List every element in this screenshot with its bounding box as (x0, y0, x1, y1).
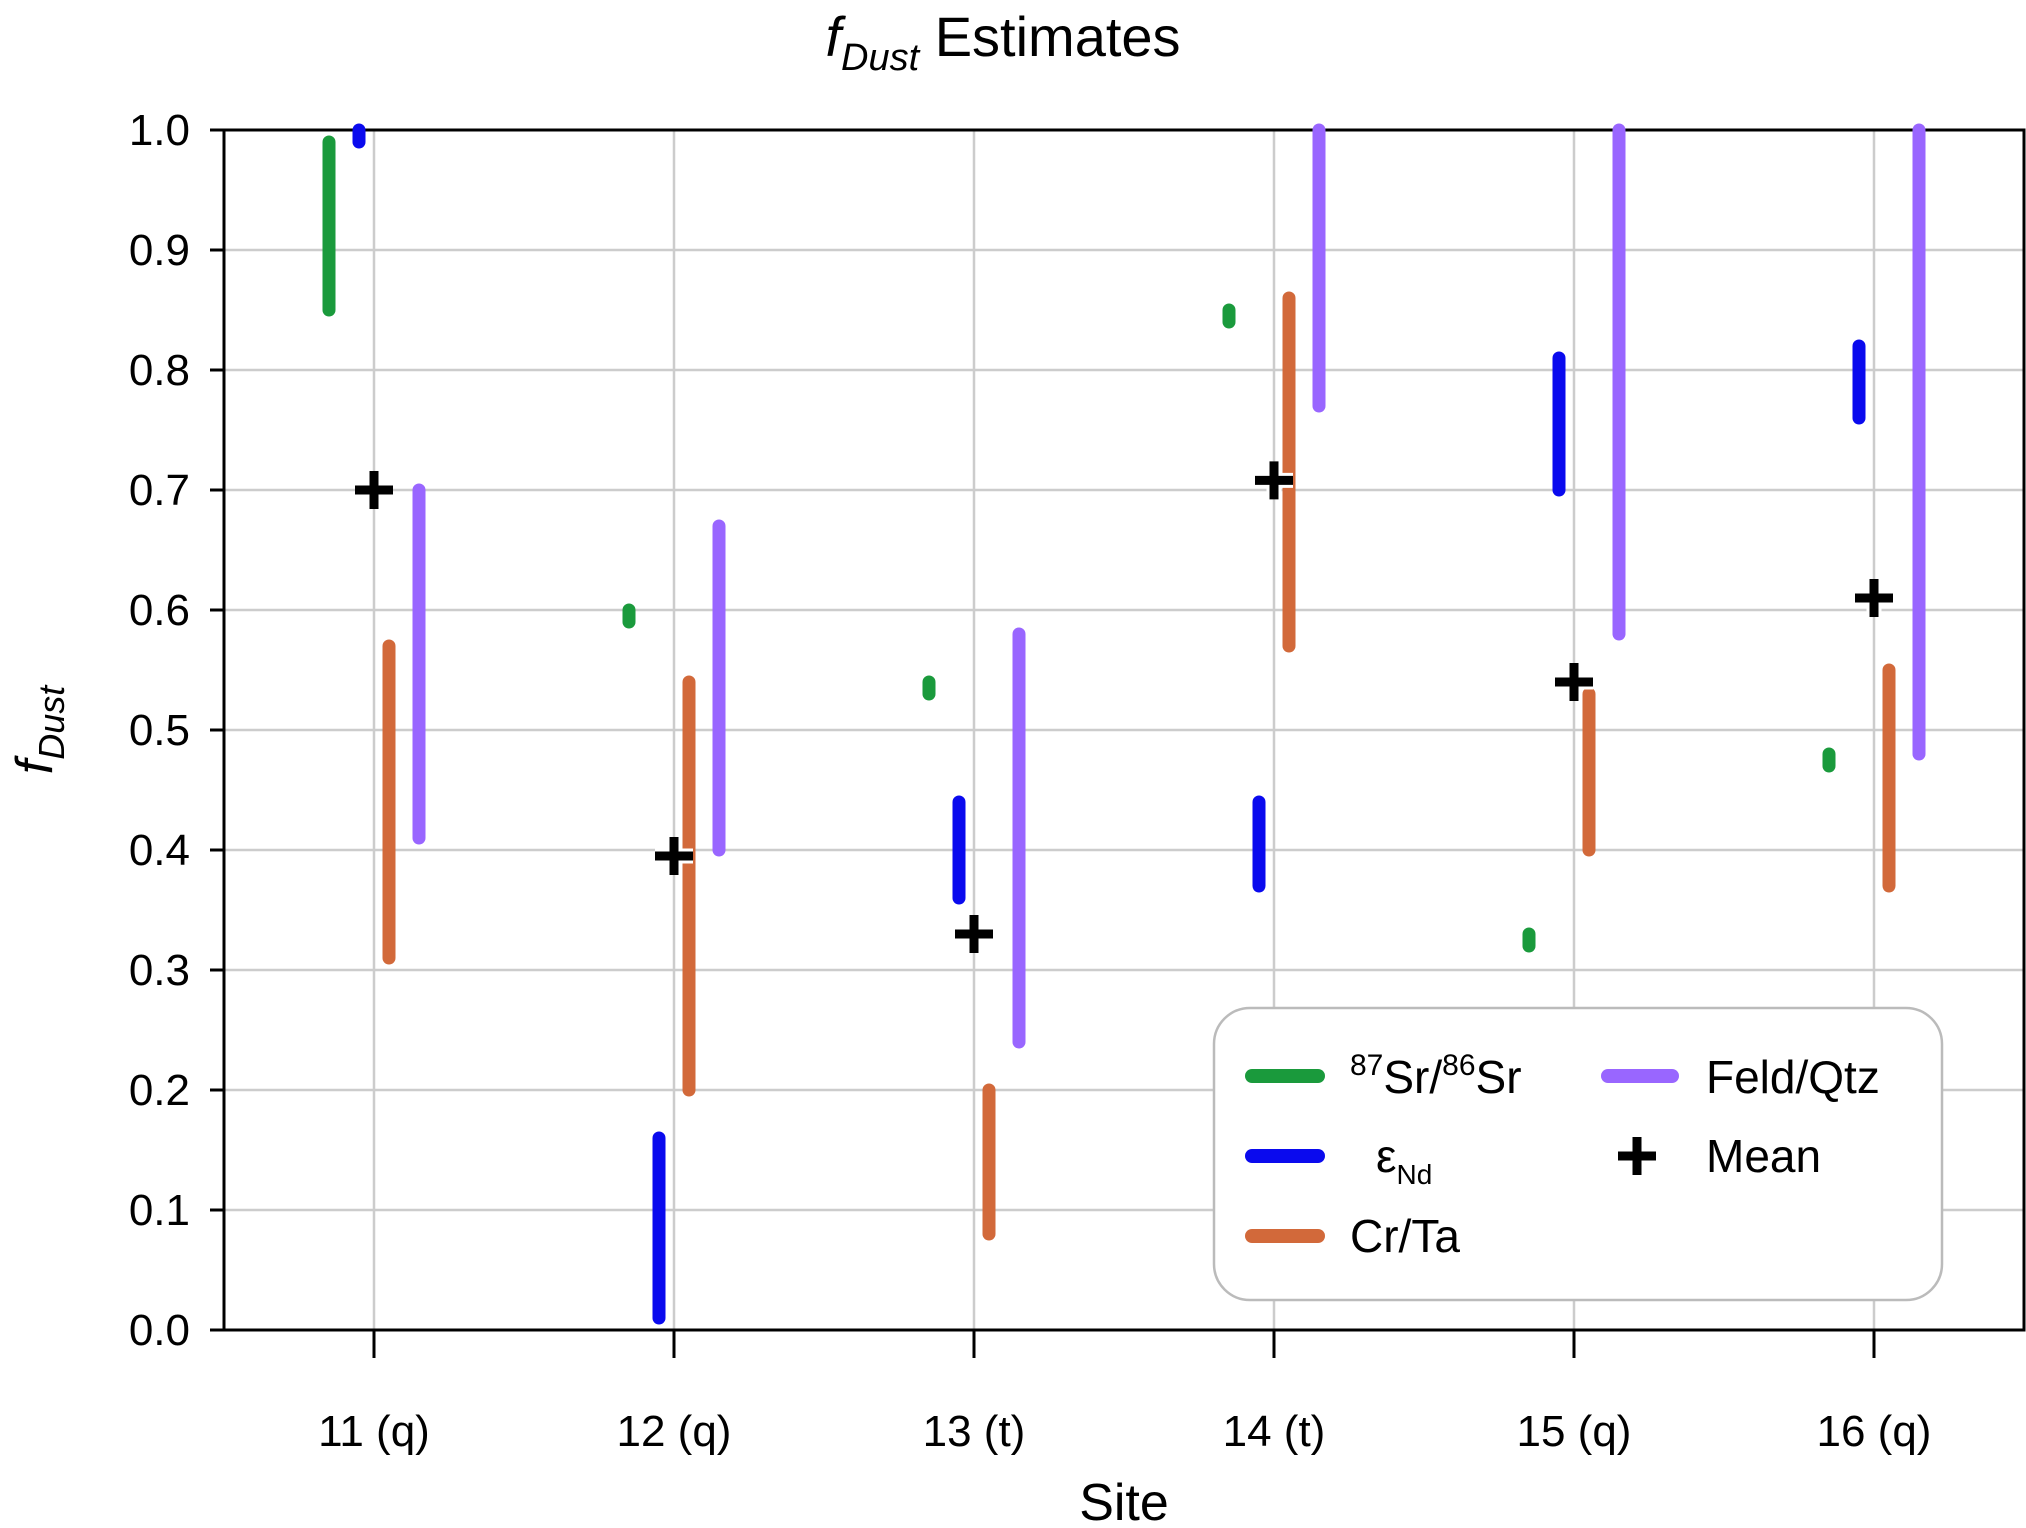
mean-marker (955, 915, 993, 953)
mean-marker (655, 837, 693, 875)
mean-marker (1555, 663, 1593, 701)
mean-marker (355, 471, 393, 509)
x-tick-label: 14 (t) (1223, 1407, 1326, 1456)
series-0 (322, 135, 1836, 953)
x-tick-label: 11 (q) (318, 1407, 430, 1456)
x-axis-title: Site (1079, 1474, 1169, 1528)
series-layer (322, 123, 1926, 1325)
x-tick-label: 13 (t) (923, 1407, 1026, 1456)
plot-frame (222, 128, 2026, 1332)
legend-label-sr: 87Sr/86Sr (1350, 1049, 1522, 1103)
legend-label-feldqtz: Feld/Qtz (1706, 1051, 1880, 1103)
legend-box (1212, 1006, 1944, 1302)
y-tick-label: 0.0 (129, 1306, 190, 1355)
y-tick-label: 0.6 (129, 586, 190, 635)
y-tick-label: 1.0 (129, 106, 190, 155)
y-axis-ticks: 0.0 0.1 0.2 0.3 0.4 0.5 0.6 0.7 0.8 0.9 1.0 (129, 106, 224, 1355)
mean-marker (1855, 579, 1893, 617)
y-tick-label: 0.5 (129, 706, 190, 755)
y-axis-title: fDust (6, 684, 72, 774)
x-tick-label: 15 (q) (1517, 1407, 1632, 1456)
mean-marker (1255, 461, 1293, 500)
y-tick-label: 0.9 (129, 226, 190, 275)
series-2 (382, 291, 1896, 1241)
mean-markers (355, 461, 1893, 953)
legend-label-end: εNd (1376, 1130, 1432, 1190)
x-tick-label: 16 (q) (1817, 1407, 1932, 1456)
x-tick-label: 12 (q) (617, 1407, 732, 1456)
y-tick-label: 0.3 (129, 946, 190, 995)
legend-label-mean: Mean (1706, 1130, 1821, 1182)
y-tick-label: 0.1 (129, 1186, 190, 1235)
chart-title: fDust Estimates (825, 5, 1180, 79)
series-1 (352, 123, 1866, 1325)
legend: 87Sr/86Sr εNd Cr/Ta Feld/Qtz Mean (1212, 1006, 1944, 1302)
y-tick-label: 0.4 (129, 826, 190, 875)
y-tick-label: 0.7 (129, 466, 190, 515)
series-3 (412, 123, 1926, 1049)
y-tick-label: 0.2 (129, 1066, 190, 1115)
legend-label-crta: Cr/Ta (1350, 1210, 1460, 1262)
legend-mean-plus-icon (1618, 1137, 1656, 1175)
x-axis-ticks: 11 (q) 12 (q) 13 (t) 14 (t) 15 (q) 16 (q) (318, 1330, 1931, 1456)
y-tick-label: 0.8 (129, 346, 190, 395)
